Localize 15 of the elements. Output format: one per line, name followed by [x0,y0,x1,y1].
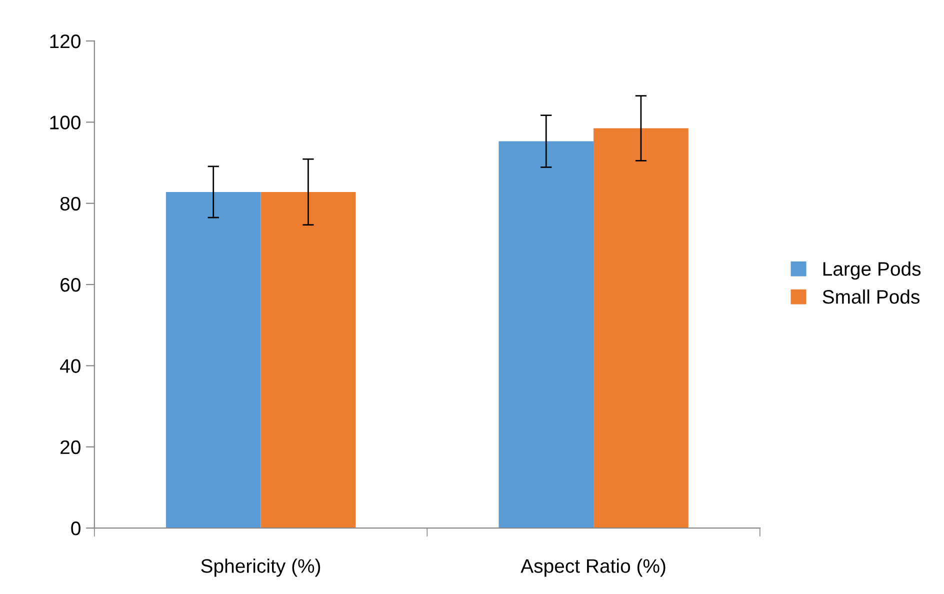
y-tick-label: 20 [60,440,80,454]
y-tick-label: 100 [50,116,80,130]
y-tick-label: 80 [60,196,80,211]
y-tick-label: 60 [60,278,80,292]
y-tick-label: 0 [71,522,80,536]
x-tick-label: Aspect Ratio (%) [520,558,666,577]
y-tick-label: 40 [60,359,80,373]
bar [166,192,261,528]
legend-label: Large Pods [823,262,921,280]
x-tick-label: Sphericity (%) [201,558,320,577]
bar [594,128,688,528]
bar [498,141,594,528]
legend-label: Small Pods [822,289,920,304]
y-tick-label: 120 [50,34,80,48]
bar [260,192,356,528]
